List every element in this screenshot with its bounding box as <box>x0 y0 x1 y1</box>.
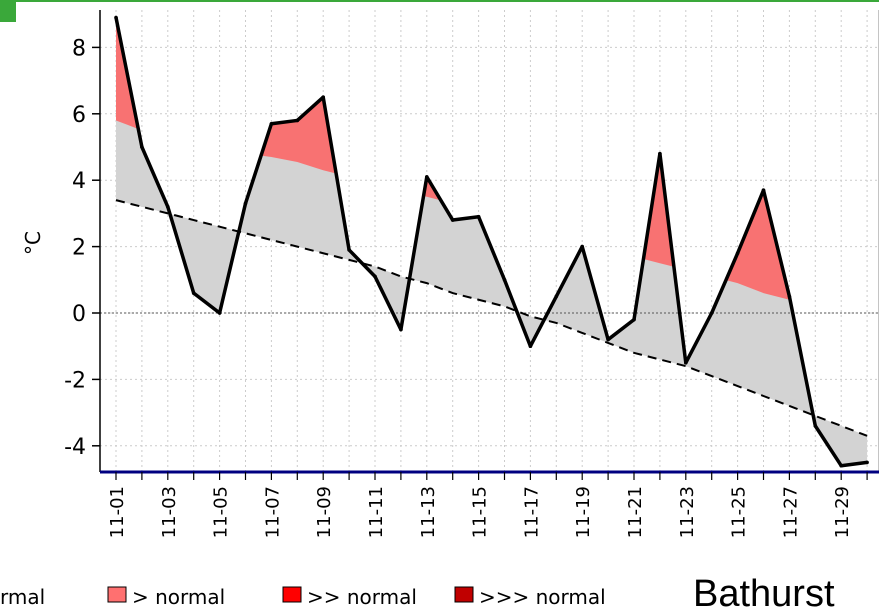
x-tick-label: 11-23 <box>677 486 698 538</box>
x-tick-label: 11-07 <box>262 486 283 538</box>
data-point <box>528 344 533 349</box>
y-tick-label: 0 <box>72 302 86 327</box>
legend-label: > normal <box>132 585 225 609</box>
data-point <box>347 248 351 252</box>
legend-swatch <box>282 586 302 603</box>
x-tick-label: 11-17 <box>521 486 542 538</box>
data-point <box>243 201 248 206</box>
observed-temperature-line <box>114 17 868 468</box>
legend-label: rmal <box>0 585 45 609</box>
data-point <box>399 327 403 332</box>
data-point <box>787 294 792 299</box>
x-tick-label: 11-21 <box>625 486 646 538</box>
data-point <box>761 188 766 192</box>
data-point <box>217 311 222 315</box>
data-point <box>114 15 118 20</box>
data-point <box>140 145 144 149</box>
data-point <box>684 361 688 365</box>
x-tick-label: 11-27 <box>780 486 801 538</box>
observed-points <box>114 15 869 468</box>
x-tick-label: 11-29 <box>832 486 853 538</box>
data-point <box>166 204 170 209</box>
legend-swatch <box>107 586 127 603</box>
data-point <box>839 463 843 468</box>
y-tick-label: 2 <box>72 236 86 261</box>
x-tick-label: 11-13 <box>418 486 439 538</box>
legend: rmal > normal >> normal >>> normal <box>0 585 606 609</box>
data-point <box>425 175 429 179</box>
x-ticks: 11-01 11-03 11-05 11-07 11-09 11-11 11-13 11-15… <box>107 472 868 538</box>
data-point <box>735 251 740 256</box>
y-tick-label: 8 <box>72 36 86 61</box>
y-tick-label: 4 <box>72 169 86 194</box>
x-tick-label: 11-03 <box>159 486 180 538</box>
data-point <box>580 244 584 249</box>
x-tick-label: 11-15 <box>470 486 491 538</box>
data-point <box>191 291 196 295</box>
legend-swatch <box>454 586 474 603</box>
data-point <box>632 317 636 322</box>
x-tick-label: 11-05 <box>211 486 232 538</box>
y-ticks: 8 6 4 2 0 -2 -4 <box>64 36 100 460</box>
station-name: Bathurst <box>693 573 835 615</box>
x-tick-label: 11-25 <box>729 486 750 538</box>
legend-label: >>> normal <box>479 585 606 609</box>
data-point <box>865 460 869 465</box>
x-tick-label: 11-09 <box>314 486 335 538</box>
above-normal-area <box>261 97 337 174</box>
y-axis-label: °C <box>21 231 45 255</box>
data-point <box>709 311 714 315</box>
data-point <box>373 274 377 279</box>
data-point <box>658 151 662 156</box>
legend-label: >> normal <box>307 585 417 609</box>
data-point <box>295 118 300 123</box>
x-tick-label: 11-11 <box>366 486 387 538</box>
data-point <box>269 121 274 126</box>
above-normal-area <box>725 190 791 300</box>
data-point <box>813 424 818 428</box>
y-tick-label: 6 <box>72 103 86 128</box>
y-tick-label: -4 <box>64 435 86 460</box>
data-point <box>476 214 481 219</box>
data-point <box>450 218 455 222</box>
y-tick-label: -2 <box>64 368 86 393</box>
data-point <box>554 294 559 299</box>
data-point <box>321 95 326 99</box>
x-tick-label: 11-19 <box>573 486 594 538</box>
green-corner-tab <box>0 0 16 22</box>
data-point <box>606 337 610 342</box>
data-point <box>502 278 507 282</box>
x-tick-label: 11-01 <box>107 486 128 538</box>
above-normal-area <box>643 153 674 267</box>
